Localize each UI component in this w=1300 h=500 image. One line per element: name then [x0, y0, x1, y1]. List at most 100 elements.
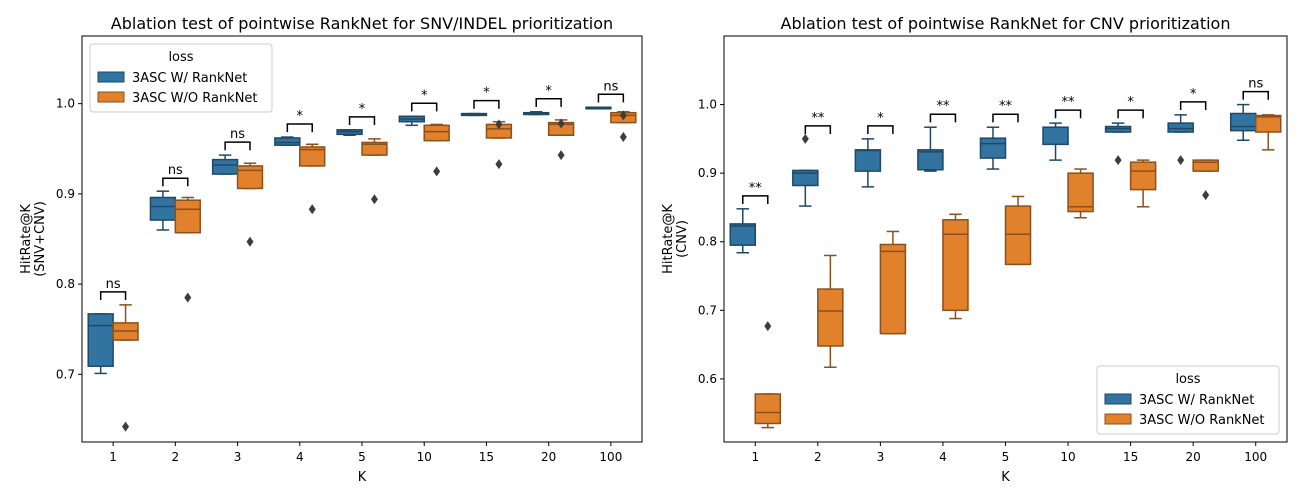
box-body — [423, 124, 450, 142]
box-with-ranknet — [523, 111, 550, 116]
box-with-ranknet — [211, 154, 239, 175]
box-with-ranknet — [917, 126, 944, 172]
x-tick-label: 2 — [172, 450, 180, 464]
significance-bracket — [473, 99, 500, 109]
legend-entry-label: 3ASC W/O RankNet — [1139, 413, 1265, 428]
box-body — [754, 393, 782, 425]
box-without-ranknet — [1254, 114, 1282, 151]
outlier-point — [1177, 155, 1185, 166]
x-tick-label: 20 — [1186, 450, 1201, 464]
significance-bracket — [867, 125, 894, 134]
box-with-ranknet — [398, 115, 425, 127]
significance-bracket — [224, 141, 251, 151]
significance-bracket — [162, 177, 189, 187]
y-tick-label: 0.7 — [56, 367, 75, 381]
box-without-ranknet — [361, 138, 388, 205]
chart-panel-2: Ablation test of pointwise RankNet for C… — [661, 14, 1288, 485]
box-body — [174, 199, 201, 234]
outlier-point — [1114, 155, 1122, 166]
significance-label: * — [1190, 87, 1197, 102]
significance-label: * — [297, 109, 304, 124]
box-with-ranknet — [1042, 122, 1069, 161]
x-tick-label: 3 — [234, 450, 242, 464]
box-with-ranknet — [1229, 103, 1257, 141]
box-without-ranknet — [112, 304, 139, 432]
box-without-ranknet — [1192, 159, 1219, 201]
legend-entry-label: 3ASC W/ RankNet — [132, 71, 247, 86]
box-with-ranknet — [336, 129, 363, 136]
x-axis-label: K — [358, 470, 367, 485]
x-tick-label: 15 — [1123, 450, 1138, 464]
box-with-ranknet — [274, 136, 301, 146]
legend-swatch — [97, 91, 125, 103]
box-with-ranknet — [979, 126, 1007, 170]
significance-bracket — [1054, 109, 1082, 119]
significance-bracket — [992, 113, 1019, 123]
box-body — [1042, 126, 1069, 146]
box-with-ranknet — [1167, 114, 1194, 166]
box-body — [854, 149, 882, 172]
box-without-ranknet — [942, 213, 969, 320]
box-body — [942, 219, 969, 312]
legend-entry-label: 3ASC W/ RankNet — [1139, 393, 1254, 408]
outlier-point — [495, 159, 503, 170]
box-without-ranknet — [754, 321, 782, 429]
legend-entry-label: 3ASC W/O RankNet — [132, 91, 258, 106]
significance-bracket — [1242, 90, 1269, 100]
box-body — [729, 223, 757, 246]
box-without-ranknet — [1004, 195, 1032, 266]
x-tick-label: 10 — [417, 450, 432, 464]
box-body — [236, 165, 264, 190]
y-tick-label: 0.8 — [56, 277, 75, 291]
outlier-point — [433, 166, 441, 177]
significance-bracket — [535, 98, 562, 107]
box-body — [979, 137, 1007, 159]
outlier-point — [557, 118, 565, 129]
chart-title: Ablation test of pointwise RankNet for C… — [781, 14, 1231, 33]
outlier-point — [370, 194, 378, 205]
outlier-point — [764, 321, 772, 332]
box-with-ranknet — [460, 112, 488, 117]
significance-label: ** — [999, 99, 1013, 114]
significance-label: * — [545, 84, 552, 99]
box-without-ranknet — [1067, 168, 1094, 219]
x-tick-label: 15 — [479, 450, 494, 464]
y-tick-label: 1.0 — [56, 97, 75, 111]
x-tick-label: 5 — [1002, 450, 1010, 464]
significance-label: * — [359, 102, 366, 117]
y-tick-label: 0.6 — [698, 372, 717, 386]
legend-swatch — [1104, 393, 1132, 405]
outlier-point — [122, 421, 130, 432]
box-body — [1167, 122, 1194, 133]
significance-bracket — [1179, 101, 1207, 110]
box-body — [1254, 114, 1282, 133]
outlier-point — [619, 132, 627, 143]
x-tick-label: 5 — [358, 450, 366, 464]
chart-panel-1: Ablation test of pointwise RankNet for S… — [19, 14, 643, 485]
significance-bracket — [929, 113, 957, 123]
y-tick-label: 0.7 — [698, 303, 717, 317]
box-with-ranknet — [854, 138, 882, 188]
y-tick-label: 0.8 — [698, 235, 717, 249]
legend-swatch — [1104, 413, 1132, 425]
y-axis-label-line: (CNV) — [675, 220, 690, 258]
legend-frame — [89, 43, 273, 113]
legend-frame — [1096, 365, 1280, 435]
box-body — [87, 313, 114, 367]
box-without-ranknet — [423, 123, 450, 177]
significance-label: ns — [1248, 77, 1263, 92]
significance-label: ** — [749, 181, 763, 196]
box-without-ranknet — [817, 254, 844, 368]
box-without-ranknet — [485, 119, 513, 170]
legend: loss 3ASC W/ RankNet 3ASC W/O RankNet — [89, 43, 273, 113]
outlier-point — [1202, 190, 1210, 201]
legend-title: loss — [1175, 372, 1200, 387]
box-body — [792, 169, 819, 187]
box-body — [149, 196, 177, 221]
x-tick-label: 4 — [939, 450, 947, 464]
x-tick-label: 1 — [109, 450, 117, 464]
box-with-ranknet — [1104, 122, 1132, 166]
y-tick-label: 1.0 — [698, 98, 717, 112]
box-body — [1229, 112, 1257, 132]
y-axis-label-line: HitRate@K — [661, 204, 676, 274]
